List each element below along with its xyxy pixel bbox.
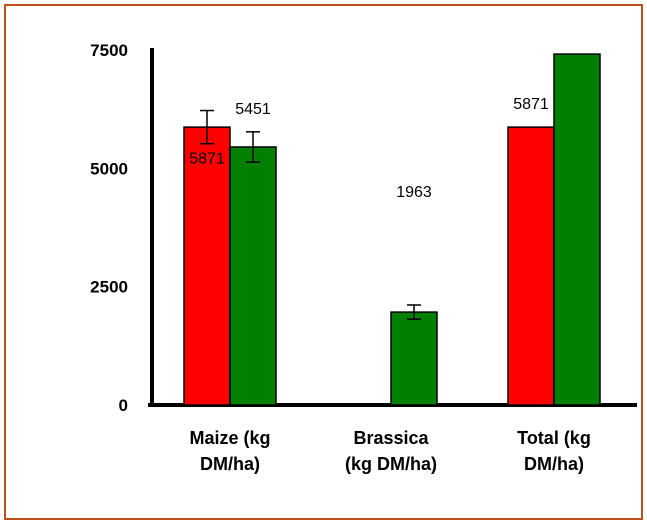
- category-label: (kg DM/ha): [345, 454, 437, 474]
- bar: [390, 311, 438, 406]
- data-labels: 58715871545119637414: [189, 96, 549, 201]
- category-label: DM/ha): [524, 454, 584, 474]
- category-label: Maize (kg: [189, 428, 270, 448]
- y-tick-label: 7500: [90, 41, 128, 60]
- y-axis-ticks: 0 2500 5000 7500: [90, 41, 128, 415]
- category-label: Total (kg: [517, 428, 591, 448]
- bar: [507, 126, 555, 406]
- data-label: 1963: [396, 184, 432, 201]
- category-labels: Maize (kg DM/ha) Brassica (kg DM/ha) Total (…: [189, 428, 590, 474]
- y-tick-label: 2500: [90, 278, 128, 297]
- data-label: 5871: [513, 96, 549, 113]
- bar: [183, 126, 231, 406]
- category-label: DM/ha): [200, 454, 260, 474]
- data-label: 5451: [235, 101, 271, 118]
- y-tick-label: 5000: [90, 159, 128, 178]
- category-label: Brassica: [353, 428, 429, 448]
- bar: [553, 53, 601, 406]
- bars: [183, 53, 601, 406]
- error-bars: [200, 109, 421, 320]
- data-label: 5871: [189, 151, 225, 168]
- bar: [229, 146, 277, 406]
- y-tick-label: 0: [119, 396, 128, 415]
